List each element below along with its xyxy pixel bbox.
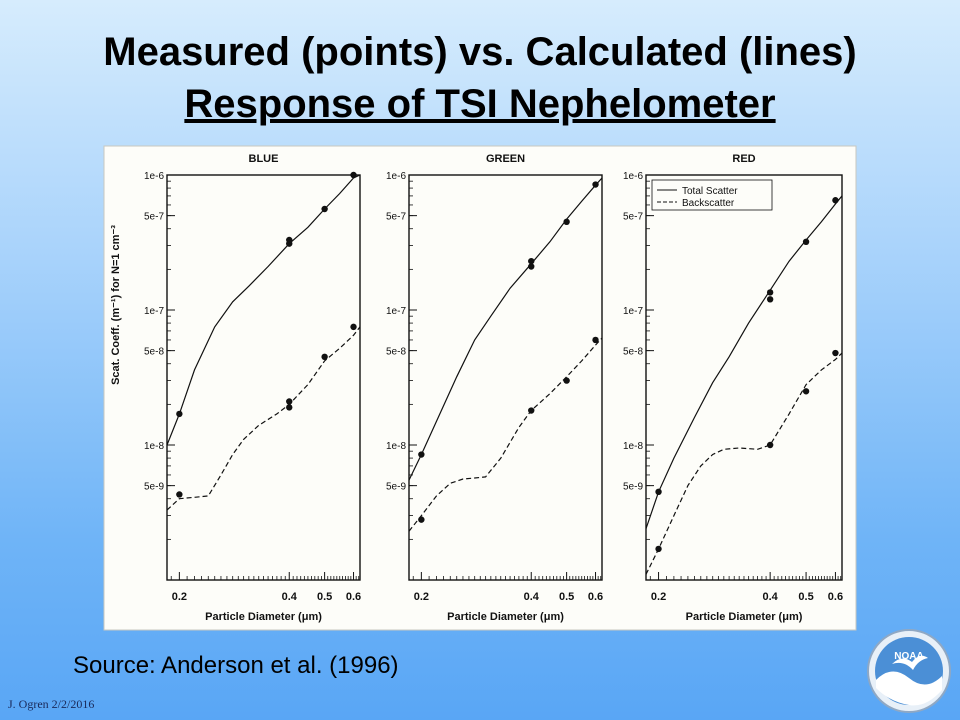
y-tick-label: 5e-7 xyxy=(623,212,643,223)
y-tick-label: 5e-9 xyxy=(386,482,406,493)
noaa-logo-text: NOAA xyxy=(894,651,923,662)
x-tick-label: 0.5 xyxy=(798,591,813,603)
panel-title: RED xyxy=(732,153,755,165)
measured-point xyxy=(176,410,183,418)
y-tick-label: 1e-7 xyxy=(623,306,643,317)
measured-point xyxy=(802,238,810,246)
slide-subtitle: Response of TSI Nephelometer xyxy=(184,82,776,126)
measured-point xyxy=(563,377,570,384)
panel-title: BLUE xyxy=(249,153,279,165)
backscatter-curve xyxy=(646,352,842,575)
y-tick-label: 1e-7 xyxy=(144,306,164,317)
measured-point xyxy=(350,171,357,179)
y-tick-label: 1e-8 xyxy=(144,441,164,452)
x-tick-label: 0.6 xyxy=(588,591,603,603)
noaa-logo: NOAA xyxy=(867,629,951,713)
measured-point xyxy=(766,289,774,296)
chart-panel-green: GREEN 1e-6 5e-7 1e-7 5e-8 1e-8 5e-9 0.2 0.4 0.5 0.… xyxy=(386,153,603,623)
measured-point xyxy=(418,516,425,523)
measured-point xyxy=(176,491,183,498)
backscatter-curve xyxy=(409,337,602,532)
legend-box xyxy=(651,179,773,211)
y-tick-label: 1e-6 xyxy=(623,171,643,182)
x-axis-label: Particle Diameter (μm) xyxy=(205,611,322,623)
y-tick-label: 1e-8 xyxy=(386,441,406,452)
measured-point xyxy=(655,545,662,553)
y-tick-label: 5e-8 xyxy=(623,347,643,358)
measured-point xyxy=(802,388,810,395)
measured-point xyxy=(766,441,774,449)
measured-point xyxy=(286,398,293,405)
source-citation: Source: Anderson et al. (1996) xyxy=(73,652,399,679)
x-tick-label: 0.5 xyxy=(559,591,574,603)
measured-point xyxy=(655,488,662,496)
measured-point xyxy=(418,451,425,458)
x-tick-label: 0.4 xyxy=(762,591,778,603)
measured-point xyxy=(528,257,535,265)
total-scatter-curve xyxy=(646,195,842,529)
y-tick-label: 5e-8 xyxy=(386,347,406,358)
measured-point xyxy=(528,407,535,414)
slide-title: Measured (points) vs. Calculated (lines) xyxy=(103,30,857,74)
measured-point xyxy=(350,323,357,331)
total-scatter-curve xyxy=(167,175,360,446)
measured-point xyxy=(563,218,570,226)
x-axis-label: Particle Diameter (μm) xyxy=(686,611,803,623)
legend-label: Backscatter xyxy=(682,198,735,209)
y-tick-label: 1e-8 xyxy=(623,441,643,452)
panel-title: GREEN xyxy=(486,153,525,165)
noaa-logo-wave xyxy=(876,671,942,706)
figure-paper xyxy=(103,145,857,631)
backscatter-curve xyxy=(167,326,360,511)
x-tick-label: 0.6 xyxy=(828,591,843,603)
measured-point xyxy=(286,236,293,244)
measured-point xyxy=(528,263,535,270)
x-tick-label: 0.4 xyxy=(282,591,298,603)
y-tick-label: 1e-6 xyxy=(386,171,406,182)
measured-point xyxy=(321,353,328,361)
x-tick-label: 0.5 xyxy=(317,591,332,603)
y-tick-label: 5e-7 xyxy=(386,212,406,223)
x-axis-label: Particle Diameter (μm) xyxy=(447,611,564,623)
y-tick-label: 1e-6 xyxy=(144,171,164,182)
chart-panel-blue: BLUE 1e-6 5e-7 1e-7 5e-8 1e-8 5e-9 0.2 0.4 0.5 0.6… xyxy=(144,153,361,623)
measured-point xyxy=(286,404,293,411)
measured-point xyxy=(766,296,774,303)
x-tick-label: 0.6 xyxy=(346,591,361,603)
measured-point xyxy=(832,197,839,204)
y-tick-label: 5e-9 xyxy=(144,482,164,493)
measured-point xyxy=(321,205,328,213)
total-scatter-curve xyxy=(409,177,602,481)
y-tick-label: 5e-9 xyxy=(623,482,643,493)
noaa-logo-bird xyxy=(892,655,928,670)
y-tick-label: 5e-8 xyxy=(144,347,164,358)
x-tick-label: 0.2 xyxy=(414,591,429,603)
chart-panel-red: RED 1e-6 5e-7 1e-7 5e-8 1e-8 5e-9 0.2 0.4 0.5 0.6 P… xyxy=(623,153,843,623)
x-tick-label: 0.4 xyxy=(524,591,540,603)
y-tick-label: 5e-7 xyxy=(144,212,164,223)
y-tick-label: 1e-7 xyxy=(386,306,406,317)
footer-author-date: J. Ogren 2/2/2016 xyxy=(8,697,95,711)
measured-point xyxy=(592,181,599,188)
y-axis-label: Scat. Coeff. (m⁻¹) for N=1 cm⁻³ xyxy=(110,225,122,385)
x-tick-label: 0.2 xyxy=(172,591,187,603)
measured-point xyxy=(592,336,599,344)
legend-label: Total Scatter xyxy=(682,186,738,197)
x-tick-label: 0.2 xyxy=(651,591,666,603)
measured-point xyxy=(832,349,839,357)
